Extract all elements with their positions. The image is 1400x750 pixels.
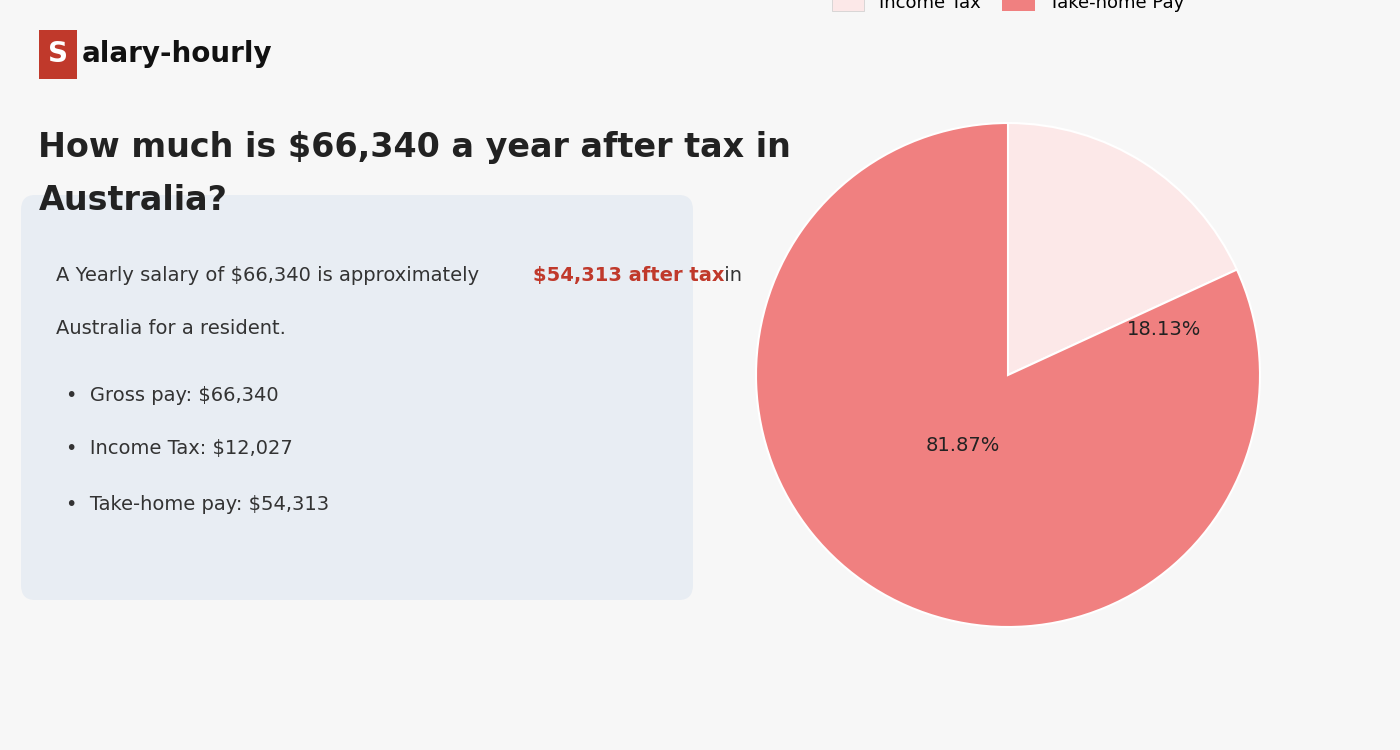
Text: •  Gross pay: $66,340: • Gross pay: $66,340 (67, 386, 279, 405)
Text: How much is $66,340 a year after tax in: How much is $66,340 a year after tax in (39, 131, 791, 164)
Text: Australia?: Australia? (39, 184, 227, 217)
Wedge shape (1008, 123, 1236, 375)
Text: •  Take-home pay: $54,313: • Take-home pay: $54,313 (67, 495, 329, 514)
Text: S: S (48, 40, 67, 68)
Text: •  Income Tax: $12,027: • Income Tax: $12,027 (67, 439, 293, 458)
Text: 18.13%: 18.13% (1127, 320, 1201, 339)
Text: A Yearly salary of $66,340 is approximately: A Yearly salary of $66,340 is approximat… (56, 266, 486, 285)
FancyBboxPatch shape (39, 30, 77, 79)
FancyBboxPatch shape (21, 195, 693, 600)
Text: Australia for a resident.: Australia for a resident. (56, 319, 286, 338)
Legend: Income Tax, Take-home Pay: Income Tax, Take-home Pay (832, 0, 1184, 12)
Text: $54,313 after tax: $54,313 after tax (533, 266, 725, 285)
Text: in: in (718, 266, 742, 285)
Text: alary-hourly: alary-hourly (81, 40, 273, 68)
Wedge shape (756, 123, 1260, 627)
Text: 81.87%: 81.87% (925, 436, 1000, 455)
